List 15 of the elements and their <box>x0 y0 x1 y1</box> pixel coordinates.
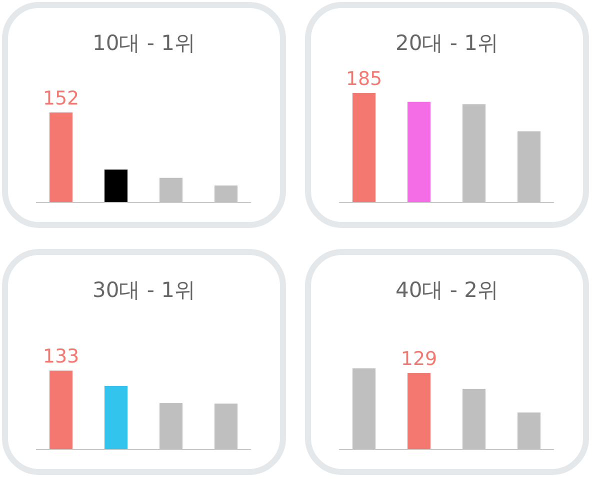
bar <box>50 112 72 202</box>
bar <box>104 170 128 202</box>
bar <box>352 93 376 202</box>
chart-title: 40대 - 2위 <box>395 278 499 302</box>
bar <box>408 102 430 202</box>
bar <box>50 370 72 449</box>
bar <box>104 386 128 449</box>
chart-title: 20대 - 1위 <box>395 31 499 55</box>
chart-title: 10대 - 1위 <box>92 31 196 55</box>
bar <box>408 372 430 449</box>
data-label: 129 <box>400 348 438 370</box>
data-label: 185 <box>346 68 382 90</box>
data-label: 152 <box>42 87 80 110</box>
chart-title: 30대 - 1위 <box>92 278 196 302</box>
data-label: 133 <box>42 346 80 368</box>
